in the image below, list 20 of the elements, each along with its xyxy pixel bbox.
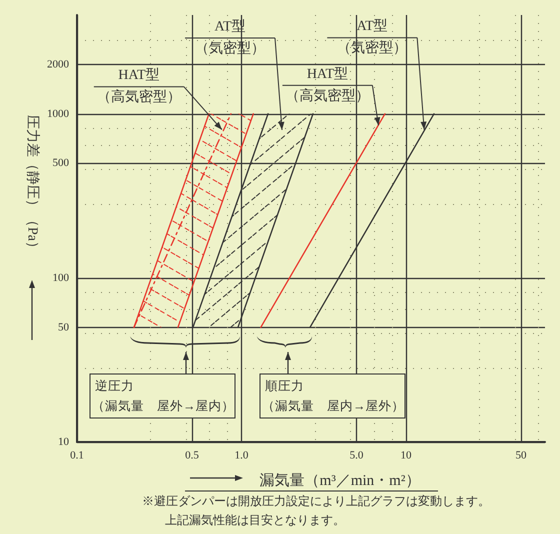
text: 上記漏気性能は目安となります。 — [165, 513, 345, 527]
text: ※避圧ダンパーは開放圧力設定により上記グラフは変動します。 — [142, 494, 490, 508]
x-tick-label: 10 — [400, 450, 412, 462]
x-tick-label: 50 — [515, 450, 527, 462]
x-tick-label: 0.1 — [70, 450, 84, 462]
annotation: HAT型（高気密型） — [96, 67, 181, 106]
annotation: HAT型（高気密型） — [285, 66, 370, 104]
y-tick-label: 1000 — [47, 108, 70, 120]
x-tick-label: 1.0 — [234, 450, 249, 462]
annotation: 順圧力（漏気量 屋内→屋外） — [262, 379, 404, 413]
y-tick-label: 100 — [52, 272, 70, 284]
x-tick-label: 5.0 — [350, 450, 364, 462]
x-axis-title: 漏気量（m³／min・m²） — [260, 472, 420, 489]
y-tick-label: 2000 — [47, 58, 70, 70]
y-tick-label: 10 — [58, 436, 70, 448]
y-axis-title: 圧力差（静圧）（Pa） — [24, 115, 40, 255]
annotation: 逆圧力（漏気量 屋外→屋内） — [92, 379, 234, 413]
x-tick-label: 0.5 — [185, 450, 200, 462]
y-tick-label: 500 — [52, 157, 70, 170]
y-tick-label: 50 — [58, 321, 70, 334]
